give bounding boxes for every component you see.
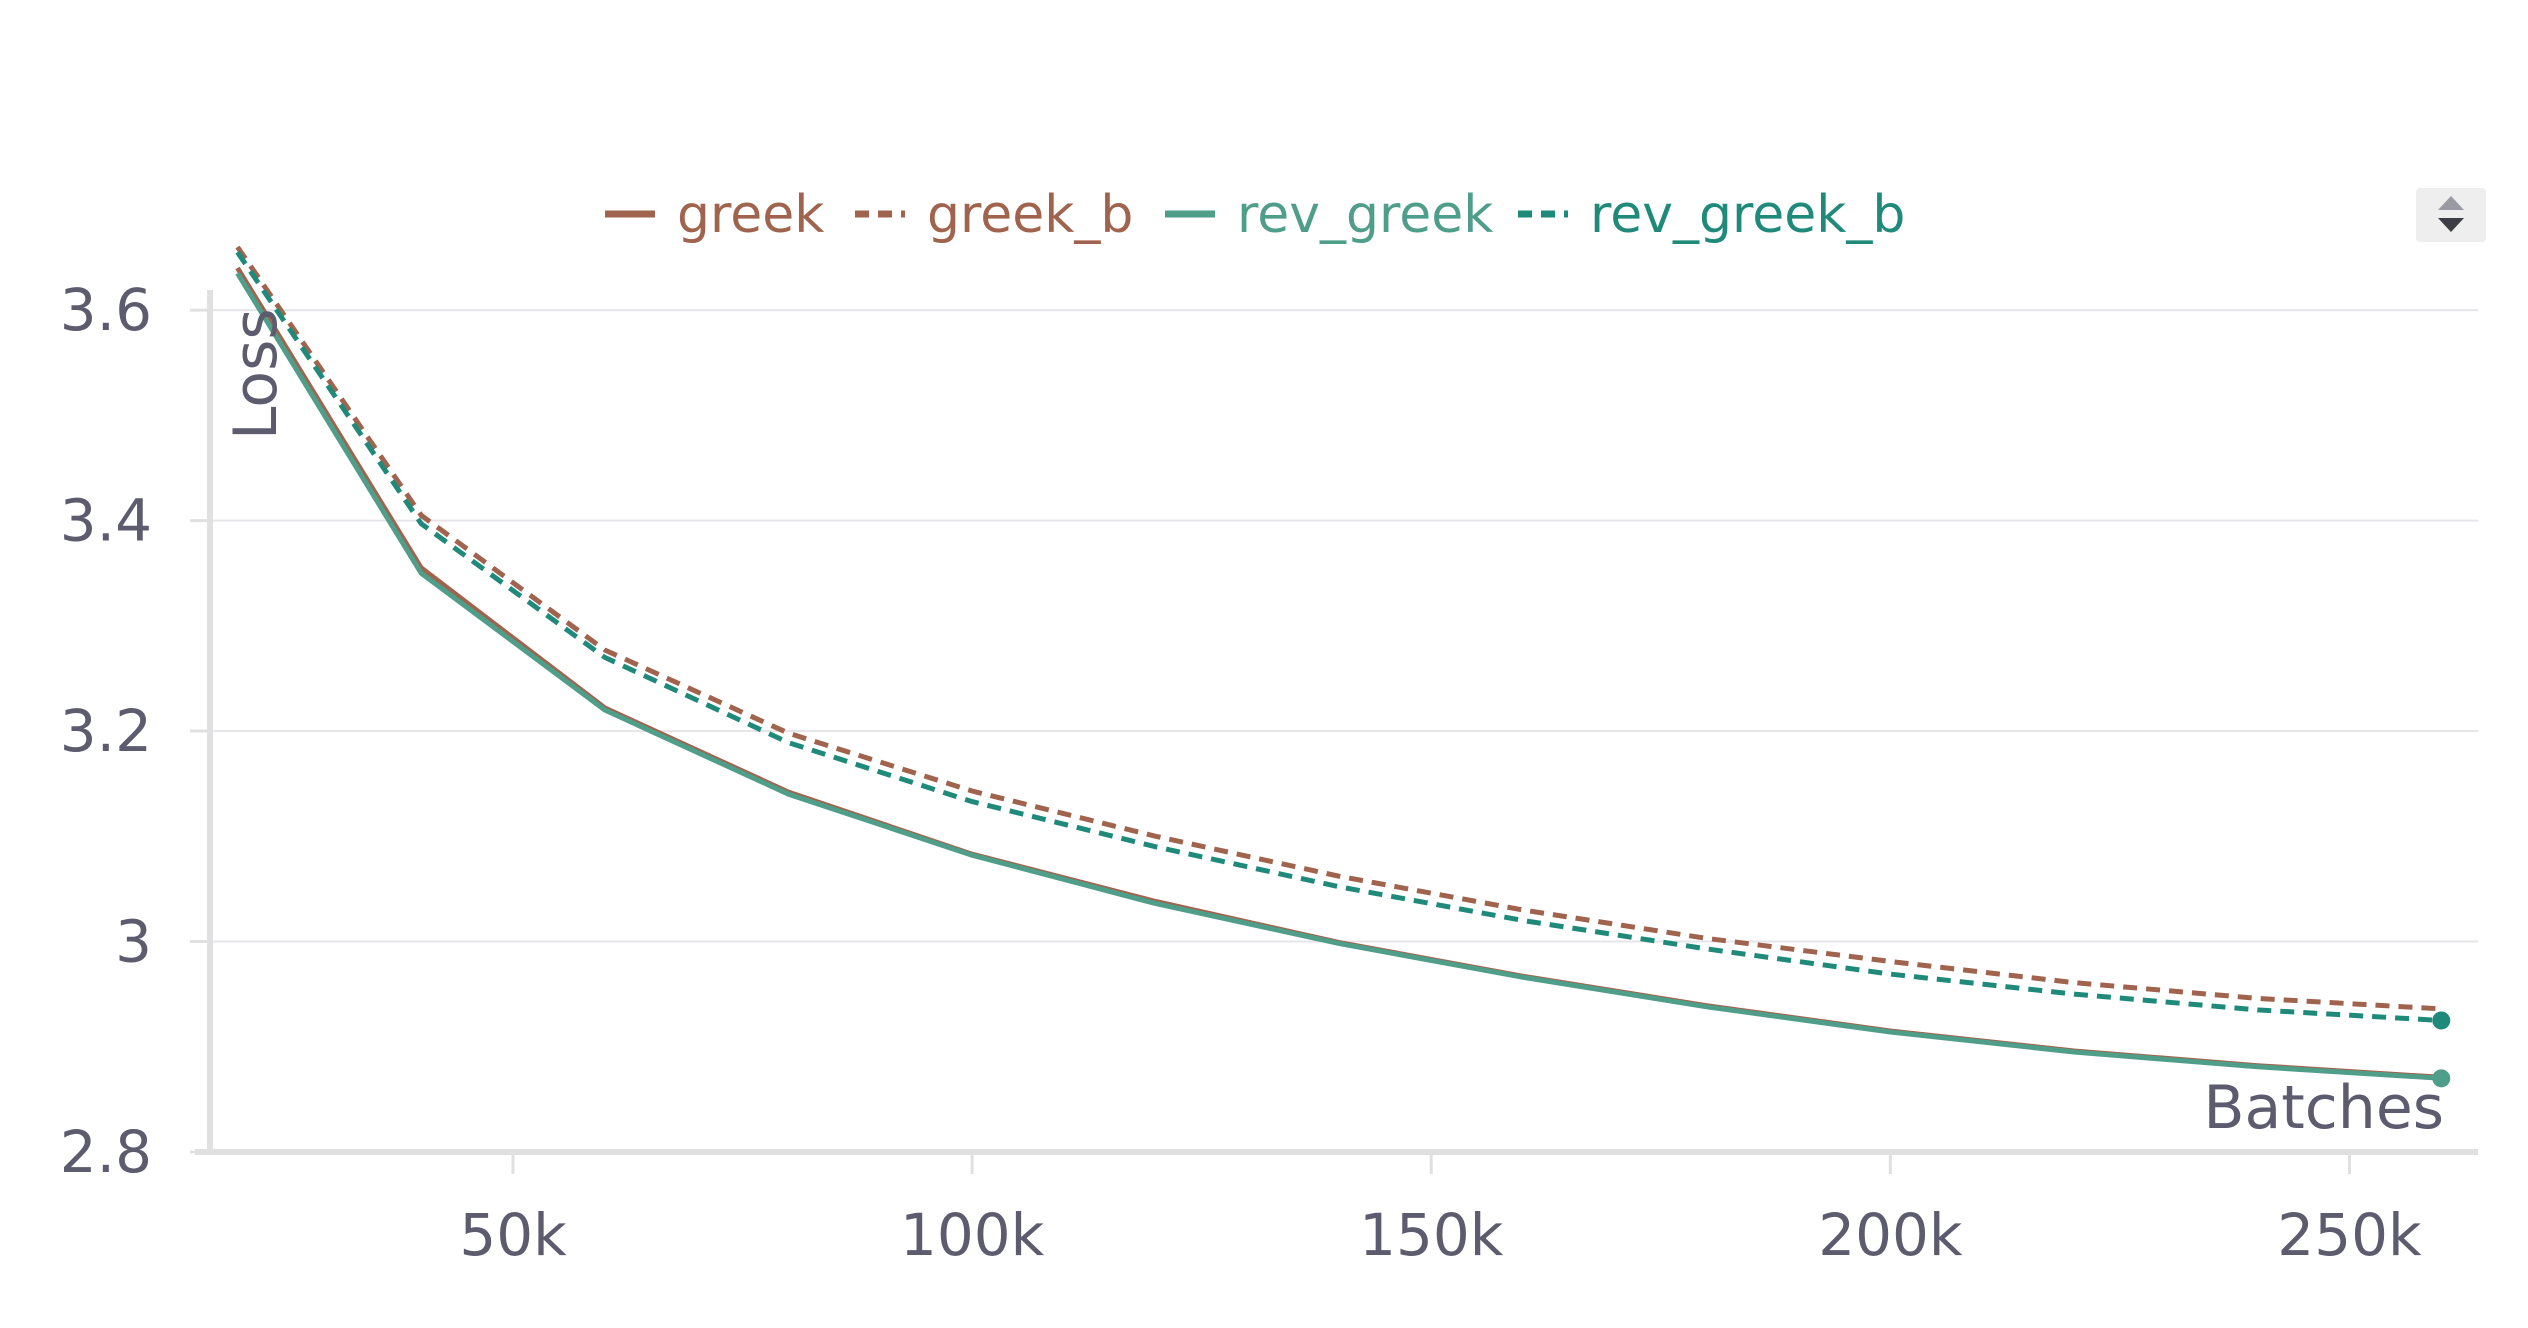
series-line-greek-b (235, 245, 2442, 1012)
y-tick-label: 3.6 (60, 276, 152, 344)
legend-item-rev-greek-b[interactable]: rev_greek_b (1518, 185, 1905, 245)
legend-item-rev-greek[interactable]: rev_greek (1165, 185, 1493, 245)
series-line-rev-greek-b (235, 250, 2442, 1023)
endpoint-marker-rev-greek (2432, 1069, 2451, 1088)
legend-label: greek (677, 185, 824, 245)
y-axis-title: Loss (221, 308, 291, 440)
series-line-rev-greek (235, 271, 2442, 1081)
legend-scroll-control[interactable] (2416, 188, 2486, 242)
x-tick-label: 200k (1818, 1201, 1963, 1269)
x-tick-label: 150k (1359, 1201, 1504, 1269)
grid (210, 309, 2478, 943)
endpoint-marker-rev-greek-b (2432, 1011, 2451, 1030)
x-tick-label: 250k (2277, 1201, 2422, 1269)
legend-label: greek_b (927, 185, 1133, 245)
x-tick-label: 100k (900, 1201, 1045, 1269)
y-tick-label: 3.4 (60, 487, 152, 555)
legend-item-greek[interactable]: greek (605, 185, 824, 245)
series-line-greek (235, 266, 2442, 1080)
legend[interactable]: greek greek_b rev_greek rev_greek_b (605, 185, 1905, 245)
series-lines (235, 245, 2451, 1088)
legend-label: rev_greek_b (1590, 185, 1905, 245)
x-axis-title: Batches (2203, 1073, 2444, 1143)
y-tick-label: 2.8 (60, 1118, 152, 1186)
y-tick-label: 3.2 (60, 697, 152, 765)
scroll-up-icon[interactable] (2438, 196, 2464, 210)
tick-labels: 2.8 3 3.2 3.4 3.6 50k 100k 150k 200k 250k (60, 276, 2422, 1269)
scroll-down-icon[interactable] (2438, 218, 2464, 232)
axes (190, 290, 2478, 1174)
x-tick-label: 50k (459, 1201, 567, 1269)
legend-item-greek-b[interactable]: greek_b (855, 185, 1133, 245)
legend-label: rev_greek (1237, 185, 1493, 245)
y-tick-label: 3 (115, 908, 152, 976)
